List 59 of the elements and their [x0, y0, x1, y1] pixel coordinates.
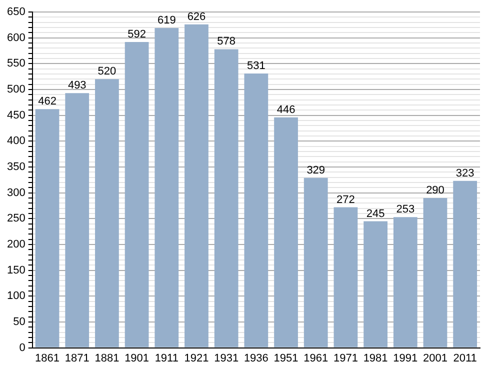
- x-tick-label: 1981: [363, 352, 388, 364]
- bar: [124, 42, 149, 348]
- x-tick-label: 1861: [35, 352, 60, 364]
- data-label: 462: [38, 96, 56, 108]
- data-label: 329: [306, 164, 326, 176]
- x-tick-label: 1911: [154, 352, 178, 364]
- data-label: 253: [396, 204, 415, 216]
- bar: [154, 28, 179, 348]
- bar: [95, 79, 119, 348]
- y-tick-label: 200: [6, 238, 26, 251]
- x-tick-label: 1991: [393, 352, 418, 364]
- x-tick-label: 1961: [304, 352, 328, 364]
- y-tick-label: 450: [6, 109, 26, 122]
- bar: [393, 217, 418, 348]
- bar: [334, 207, 358, 348]
- y-tick-label: 600: [6, 32, 26, 44]
- bar: [35, 109, 60, 348]
- bar: [304, 178, 328, 348]
- bar: [453, 180, 478, 348]
- y-tick-label: 0: [19, 342, 26, 354]
- x-tick-label: 1971: [333, 352, 358, 364]
- y-tick-label: 250: [6, 212, 26, 225]
- data-label: 323: [456, 167, 474, 180]
- y-tick-label: 650: [6, 6, 26, 18]
- x-tick-label: 1936: [244, 352, 268, 364]
- y-tick-label: 150: [6, 264, 26, 276]
- x-tick-label: 1951: [274, 352, 298, 364]
- bar: [214, 49, 238, 348]
- data-label: 520: [98, 66, 116, 78]
- x-tick-label: 1931: [214, 352, 239, 364]
- y-tick-label: 400: [6, 135, 26, 148]
- bar: [65, 93, 90, 348]
- data-label: 626: [187, 10, 206, 23]
- data-label: 619: [157, 14, 176, 27]
- bar: [274, 117, 298, 348]
- bar: [364, 221, 388, 348]
- data-label: 245: [366, 208, 385, 220]
- y-tick-label: 50: [13, 316, 26, 328]
- data-label: 592: [128, 28, 146, 40]
- y-tick-label: 300: [6, 186, 26, 199]
- x-tick-label: 1901: [124, 352, 150, 364]
- x-tick-label: 2011: [453, 352, 477, 364]
- bar: [184, 24, 208, 348]
- y-tick-label: 100: [6, 290, 26, 302]
- data-label: 531: [246, 60, 266, 72]
- data-label: 578: [217, 36, 236, 48]
- data-label: 290: [426, 184, 444, 197]
- x-tick-label: 1871: [64, 352, 90, 364]
- y-tick-label: 500: [6, 84, 26, 96]
- bar: [244, 73, 268, 348]
- y-tick-label: 350: [6, 161, 26, 174]
- x-tick-label: 1881: [94, 352, 120, 364]
- data-label: 493: [68, 80, 86, 92]
- y-tick-label: 550: [6, 58, 26, 70]
- bar: [423, 198, 448, 348]
- x-tick-label: 1921: [184, 352, 209, 364]
- x-tick-label: 2001: [422, 352, 448, 364]
- data-label: 446: [276, 104, 296, 116]
- data-label: 272: [336, 194, 355, 206]
